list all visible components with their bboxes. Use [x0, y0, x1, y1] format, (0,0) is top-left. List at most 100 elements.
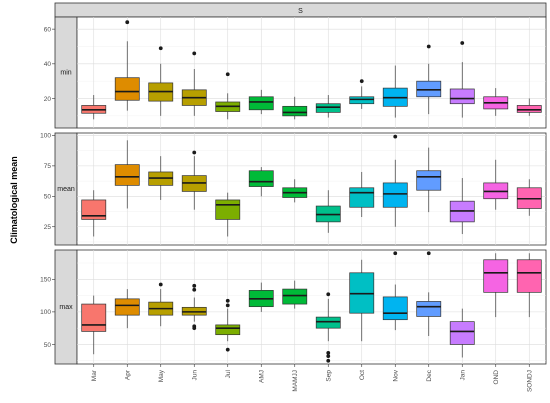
- box-Jun-max: [181, 283, 207, 331]
- box-Jun-min: [181, 51, 207, 116]
- y-tick-label: 150: [40, 277, 51, 284]
- outlier-point: [426, 44, 431, 49]
- box-body: [248, 170, 274, 187]
- outlier-point: [326, 292, 331, 297]
- panel-max: max 50 100 150: [40, 249, 547, 365]
- panel-mean: mean 25 50 75 100: [40, 132, 547, 246]
- box-Oct-mean: [349, 171, 375, 217]
- box-Jan-min: [449, 41, 475, 118]
- box-body: [349, 96, 375, 105]
- box-Jan-max: [449, 308, 475, 358]
- x-tick-label-Mar: Mar: [91, 369, 98, 381]
- box-Oct-max: [349, 259, 375, 342]
- outlier-point: [426, 251, 431, 256]
- x-tick-label-Jun: Jun: [191, 370, 198, 381]
- outlier-point: [460, 41, 465, 45]
- y-tick-label: 100: [40, 309, 51, 316]
- outlier-point: [158, 282, 163, 287]
- y-tick-label: 25: [44, 224, 52, 231]
- outlier-point: [192, 287, 197, 292]
- y-tick-label: 75: [44, 163, 52, 170]
- box-body: [483, 259, 509, 293]
- box-May-mean: [148, 156, 174, 200]
- box-Mar-max: [81, 295, 107, 355]
- box-Dec-mean: [416, 147, 442, 213]
- outlier-point: [125, 20, 130, 25]
- box-AMJ-mean: [248, 167, 274, 197]
- outlier-point: [359, 79, 364, 84]
- box-body: [114, 164, 140, 186]
- outlier-point: [158, 46, 163, 51]
- box-Nov-mean: [382, 134, 408, 227]
- box-body: [315, 103, 341, 113]
- box-body: [315, 316, 341, 329]
- outlier-point: [225, 298, 230, 303]
- box-May-max: [148, 282, 174, 327]
- x-tick-label-Nov: Nov: [392, 369, 399, 381]
- box-Oct-min: [349, 79, 375, 109]
- x-tick-label-Oct: Oct: [359, 370, 366, 380]
- y-tick-label: 60: [44, 26, 52, 33]
- y-tick-label: 20: [44, 96, 52, 103]
- box-MAMJJ-mean: [282, 179, 308, 203]
- outlier-point: [225, 347, 230, 352]
- box-Jul-mean: [215, 192, 241, 237]
- box-body: [114, 77, 140, 101]
- box-body: [416, 80, 442, 98]
- box-body: [416, 170, 442, 191]
- box-body: [282, 105, 308, 117]
- y-axis-title: Climatological mean: [9, 156, 19, 244]
- box-Mar-mean: [81, 190, 107, 237]
- box-body: [215, 199, 241, 220]
- box-body: [516, 259, 542, 293]
- box-Nov-max: [382, 251, 408, 331]
- box-Nov-min: [382, 65, 408, 118]
- outlier-point: [192, 150, 197, 155]
- x-tick-label-Jul: Jul: [225, 369, 232, 378]
- outlier-point: [192, 324, 197, 329]
- panel-background: [76, 249, 547, 365]
- panel-min: min 20 40 60: [44, 16, 547, 129]
- box-AMJ-max: [248, 282, 274, 312]
- box-Jun-mean: [181, 150, 207, 210]
- box-body: [416, 301, 442, 317]
- outlier-point: [393, 134, 398, 139]
- box-body: [248, 96, 274, 111]
- x-tick-label-MAMJJ: MAMJJ: [292, 370, 299, 392]
- box-body: [382, 296, 408, 321]
- outlier-point: [225, 72, 230, 77]
- box-body: [282, 288, 308, 305]
- x-tick-label-May: May: [158, 369, 165, 382]
- box-body: [382, 182, 408, 208]
- box-Jan-mean: [449, 178, 475, 235]
- y-tick-label: 50: [44, 194, 52, 201]
- box-AMJ-min: [248, 89, 274, 115]
- box-Sep-max: [315, 292, 341, 363]
- box-Sep-min: [315, 95, 341, 118]
- panel-background: [76, 132, 547, 246]
- outlier-point: [326, 354, 331, 359]
- x-tick-label-Dec: Dec: [426, 369, 433, 381]
- box-Jul-max: [215, 298, 241, 352]
- outlier-point: [326, 351, 331, 355]
- box-Dec-min: [416, 44, 442, 115]
- box-body: [349, 187, 375, 208]
- x-tick-label-Jan: Jan: [459, 370, 466, 381]
- box-Mar-min: [81, 95, 107, 120]
- box-OND-max: [483, 253, 509, 318]
- x-tick-label-Apr: Apr: [124, 369, 131, 380]
- panel-strip-label-min: min: [60, 70, 71, 77]
- box-body: [449, 321, 475, 345]
- box-MAMJJ-min: [282, 96, 308, 120]
- box-Dec-max: [416, 251, 442, 336]
- panel-background: [76, 16, 547, 129]
- box-Apr-mean: [114, 140, 140, 209]
- x-tick-label-OND: OND: [493, 370, 500, 385]
- box-body: [114, 298, 140, 316]
- x-tick-label-Sep: Sep: [325, 370, 332, 382]
- box-Apr-max: [114, 289, 140, 329]
- box-Apr-min: [114, 20, 140, 111]
- box-body: [81, 199, 107, 220]
- box-SONDJ-mean: [516, 179, 542, 216]
